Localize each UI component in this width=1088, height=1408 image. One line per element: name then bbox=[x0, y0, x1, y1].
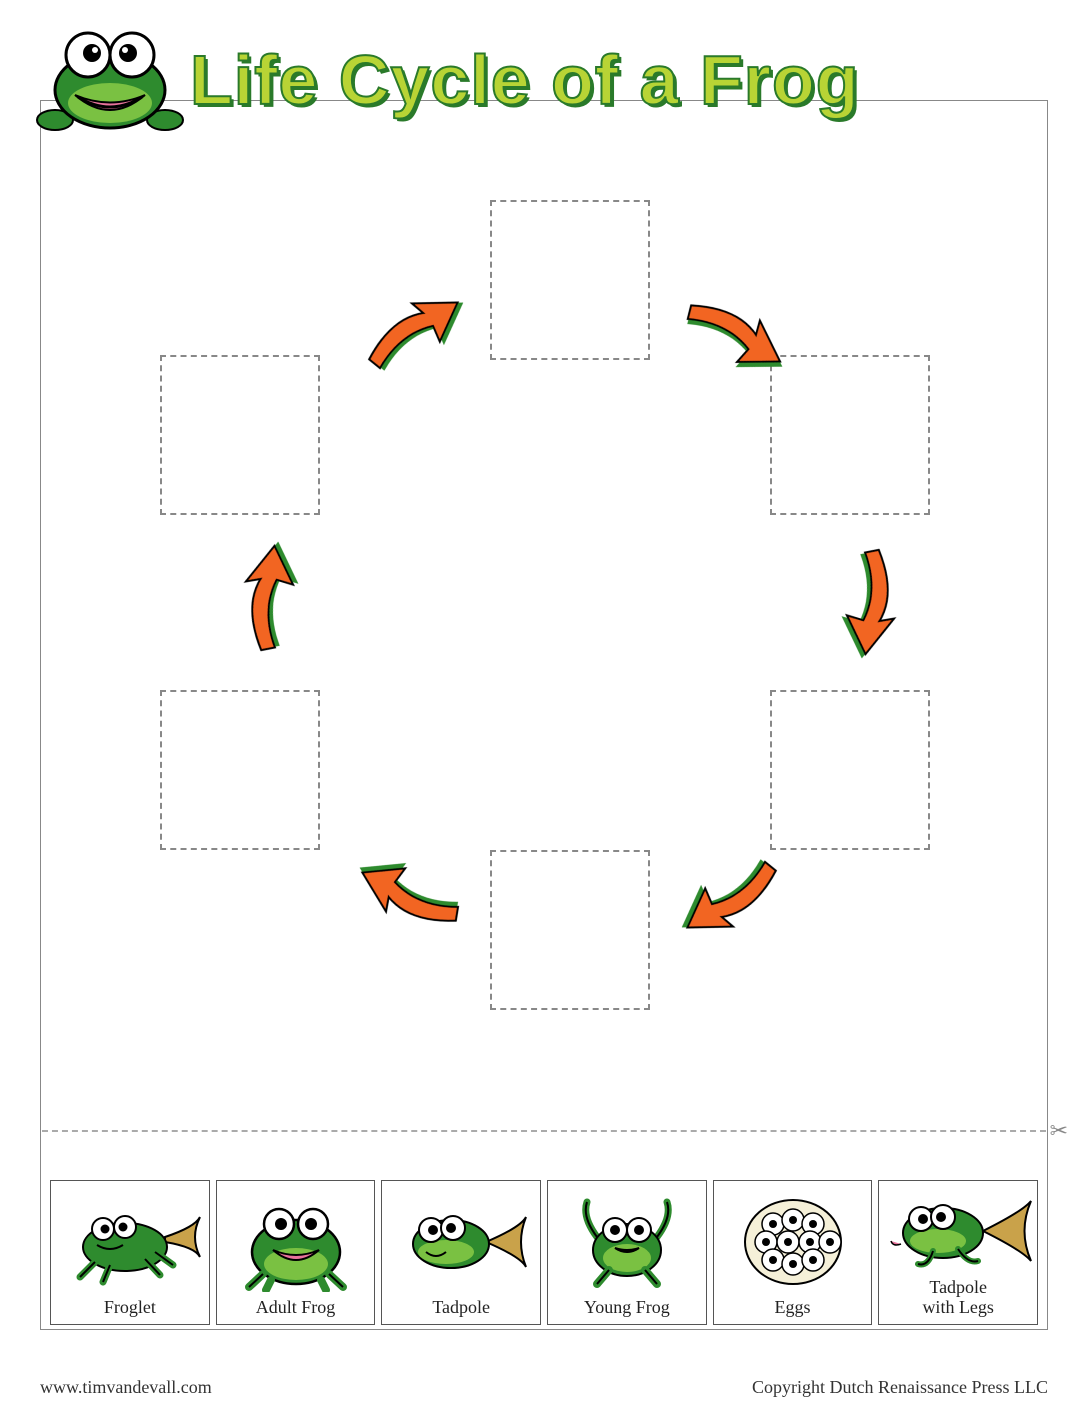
tadlegs-icon bbox=[881, 1185, 1035, 1278]
cycle-arrow bbox=[215, 534, 315, 666]
page-title: Life Cycle of a Frog bbox=[190, 40, 860, 120]
stage-card-eggs[interactable]: Eggs bbox=[713, 1180, 873, 1325]
stage-label: Adult Frog bbox=[256, 1298, 336, 1318]
young-icon bbox=[550, 1185, 704, 1298]
cycle-arrow bbox=[663, 835, 807, 964]
footer-website: www.timvandevall.com bbox=[40, 1377, 212, 1398]
stage-label: Young Frog bbox=[584, 1298, 670, 1318]
froglet-icon bbox=[53, 1185, 207, 1298]
cycle-dropzone-tr[interactable] bbox=[770, 355, 930, 515]
stage-cards: Froglet Adult Frog Tadpole Young Frog Eg… bbox=[50, 1180, 1038, 1325]
stage-card-tadlegs[interactable]: Tadpole with Legs bbox=[878, 1180, 1038, 1325]
cut-line bbox=[42, 1130, 1046, 1132]
cycle-arrow bbox=[338, 265, 482, 394]
stage-card-froglet[interactable]: Froglet bbox=[50, 1180, 210, 1325]
frog-mascot-icon bbox=[30, 25, 190, 135]
header: Life Cycle of a Frog bbox=[30, 25, 1060, 135]
cycle-dropzone-bottom[interactable] bbox=[490, 850, 650, 1010]
stage-card-tadpole[interactable]: Tadpole bbox=[381, 1180, 541, 1325]
cycle-dropzone-top[interactable] bbox=[490, 200, 650, 360]
cycle-arrow bbox=[825, 534, 925, 666]
adult-icon bbox=[219, 1185, 373, 1298]
cycle-dropzone-br[interactable] bbox=[770, 690, 930, 850]
footer-copyright: Copyright Dutch Renaissance Press LLC bbox=[752, 1377, 1048, 1398]
tadpole-icon bbox=[384, 1185, 538, 1298]
stage-label: Tadpole bbox=[432, 1298, 490, 1318]
eggs-icon bbox=[716, 1185, 870, 1298]
stage-label: Tadpole with Legs bbox=[922, 1278, 994, 1318]
cycle-dropzone-tl[interactable] bbox=[160, 355, 320, 515]
scissors-icon: ✂ bbox=[1050, 1118, 1068, 1144]
stage-card-adult[interactable]: Adult Frog bbox=[216, 1180, 376, 1325]
stage-card-young[interactable]: Young Frog bbox=[547, 1180, 707, 1325]
stage-label: Eggs bbox=[775, 1298, 811, 1318]
cycle-diagram bbox=[60, 180, 1020, 1060]
stage-label: Froglet bbox=[104, 1298, 156, 1318]
cycle-arrow bbox=[338, 835, 482, 964]
cycle-dropzone-bl[interactable] bbox=[160, 690, 320, 850]
